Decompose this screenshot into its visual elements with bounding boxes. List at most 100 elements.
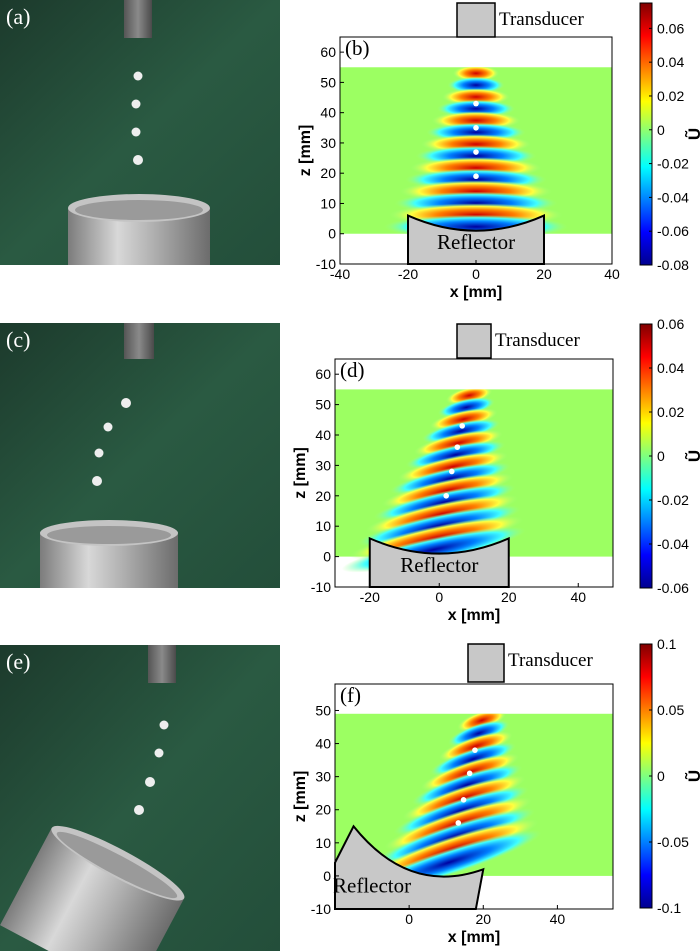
ylabel-f: z [mm] <box>292 771 309 823</box>
ctick-label-f: -0.1 <box>657 900 681 916</box>
particle-f <box>466 770 473 777</box>
ytick-label-d: -10 <box>311 579 331 595</box>
wave-band-d <box>421 418 501 444</box>
particle-b <box>473 125 479 131</box>
xtick-label-f: 0 <box>405 911 413 927</box>
particle-f <box>460 797 467 803</box>
ctick-label-b: -0.06 <box>657 223 689 239</box>
particle-b <box>473 173 479 180</box>
ctick-label-b: 0 <box>657 122 665 138</box>
xtick-label-b: 20 <box>536 266 552 282</box>
ctick-label-d: -0.06 <box>657 580 689 596</box>
axes-frame-f <box>334 683 614 910</box>
ytick-label-d: 20 <box>315 488 331 504</box>
ctick-label-d: -0.04 <box>657 536 689 552</box>
cbar-label-b: Ũ <box>684 128 700 140</box>
wave-band-d <box>437 397 495 418</box>
xtick-label-d: 40 <box>570 589 586 605</box>
panel-label-f: (f) <box>340 683 361 707</box>
wave-band-f <box>439 731 513 762</box>
ctick-label-d: 0.02 <box>657 404 684 420</box>
panel-label-d: (d) <box>340 358 365 382</box>
ytick-label-f: 10 <box>315 835 331 851</box>
ytick-label-d: 60 <box>315 366 331 382</box>
transducer-label-d: Transducer <box>495 330 580 351</box>
xtick-label-d: 20 <box>501 589 517 605</box>
ctick-label-b: 0.04 <box>657 54 684 70</box>
panel-label-c: (c) <box>6 327 31 352</box>
ytick-label-b: 20 <box>320 165 336 181</box>
transducer-label-b: Transducer <box>499 9 584 30</box>
ctick-label-b: -0.08 <box>657 257 689 273</box>
xtick-label-d: 0 <box>435 589 443 605</box>
ytick-label-f: 50 <box>315 702 331 718</box>
reflector-label-b: Reflector <box>437 230 515 254</box>
panel-label-b: (b) <box>345 36 370 60</box>
ylabel-d: z [mm] <box>292 447 309 499</box>
panel-label-a: (a) <box>6 4 31 29</box>
ytick-label-f: 30 <box>315 769 331 785</box>
xtick-label-b: 0 <box>472 266 480 282</box>
xtick-label-d: -20 <box>360 589 380 605</box>
ctick-label-f: -0.05 <box>657 834 689 850</box>
particle-b <box>473 149 479 155</box>
reflector-b <box>407 214 545 265</box>
photo-c: (c) <box>0 323 280 588</box>
xtick-label-b: -40 <box>330 266 350 282</box>
particle-d <box>454 444 461 450</box>
ctick-label-d: -0.02 <box>657 492 689 508</box>
wave-band-d <box>413 429 503 456</box>
ytick-label-b: 40 <box>320 105 336 121</box>
reflector-f <box>334 824 485 910</box>
particle-d <box>443 493 450 499</box>
ytick-label-b: 60 <box>320 44 336 60</box>
ytick-label-d: 40 <box>315 427 331 443</box>
ytick-label-b: 0 <box>328 226 336 242</box>
ctick-label-b: -0.02 <box>657 156 689 172</box>
ctick-label-f: 0.05 <box>657 702 684 718</box>
wave-band-d <box>405 440 506 469</box>
ytick-label-f: 20 <box>315 802 331 818</box>
ctick-label-b: -0.04 <box>657 189 689 205</box>
ytick-label-f: 40 <box>315 736 331 752</box>
ctick-label-d: 0.06 <box>657 316 684 332</box>
xtick-label-b: -20 <box>398 266 418 282</box>
cbar-label-d: Ũ <box>684 450 700 462</box>
xtick-label-b: 40 <box>604 266 620 282</box>
xlabel-d: x [mm] <box>448 607 500 624</box>
ytick-label-d: 0 <box>323 549 331 565</box>
particle-d <box>459 423 465 429</box>
xtick-label-f: 40 <box>550 911 566 927</box>
transducer-b <box>456 2 496 38</box>
ytick-label-b: 10 <box>320 195 336 211</box>
photo-a: (a) <box>0 0 280 265</box>
ytick-label-f: 0 <box>323 868 331 884</box>
ctick-label-d: 0 <box>657 448 665 464</box>
wave-band-f <box>448 720 510 747</box>
ctick-label-f: 0.1 <box>657 636 677 652</box>
xlabel-b: x [mm] <box>450 284 502 301</box>
ytick-label-b: 50 <box>320 74 336 90</box>
ytick-label-d: 30 <box>315 457 331 473</box>
ctick-label-b: 0.06 <box>657 20 684 36</box>
transducer-d <box>456 323 492 359</box>
axes-frame-d <box>334 358 614 588</box>
transducer-label-f: Transducer <box>508 650 593 671</box>
bands-b <box>383 67 569 239</box>
reflector-d <box>368 536 510 588</box>
photo-e: (e) <box>0 645 280 951</box>
xlabel-f: x [mm] <box>448 929 500 946</box>
cbar-label-f: Ũ <box>684 770 700 782</box>
ytick-label-d: 50 <box>315 397 331 413</box>
particle-d <box>448 468 455 475</box>
ytick-label-b: -10 <box>316 256 336 272</box>
bands-d <box>341 389 526 573</box>
reflector-label-f: Reflector <box>333 873 411 897</box>
colorbar-b <box>639 2 653 266</box>
panel-label-e: (e) <box>6 649 31 674</box>
ytick-label-b: 30 <box>320 135 336 151</box>
ctick-label-d: 0.04 <box>657 360 684 376</box>
ytick-label-d: 10 <box>315 518 331 534</box>
particle-f <box>455 820 462 826</box>
reflector-label-d: Reflector <box>400 553 478 577</box>
